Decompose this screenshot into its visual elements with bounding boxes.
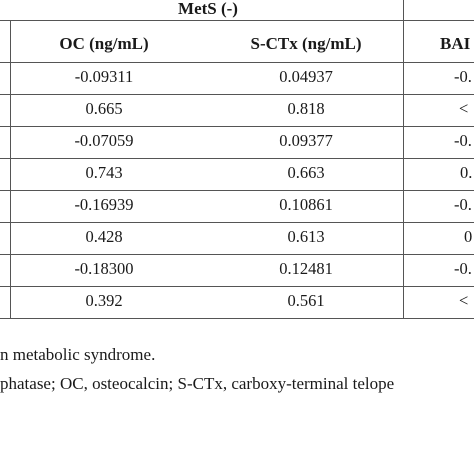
table-cell: 0.818	[287, 99, 325, 118]
column-header-oc: OC (ng/mL)	[59, 34, 149, 53]
column-header-sctx: S-CTx (ng/mL)	[250, 34, 362, 53]
table-cell: 0.392	[85, 291, 123, 310]
row-divider	[0, 254, 474, 255]
table-cell: -0.16939	[74, 195, 134, 214]
table-cell: 0.665	[85, 99, 123, 118]
table-cell: 0.12481	[279, 259, 333, 278]
table-cell: 0.10861	[279, 195, 333, 214]
table-cell: -0.	[454, 67, 472, 86]
row-divider	[0, 158, 474, 159]
row-divider	[0, 190, 474, 191]
table-cell: 0	[464, 227, 473, 246]
table-cell: 0.743	[85, 163, 123, 182]
table-bottom-rule	[0, 318, 474, 319]
table-cell: -0.18300	[74, 259, 134, 278]
table-cell: -0.	[454, 195, 472, 214]
column-header-bap: BAI	[440, 34, 471, 53]
table-cell: 0.428	[85, 227, 123, 246]
rule-under-group-header	[0, 20, 474, 21]
table-cell: 0.663	[287, 163, 325, 182]
rule-under-column-headers	[0, 62, 474, 63]
table-cell: 0.09377	[279, 131, 333, 150]
table-cell: -0.07059	[74, 131, 134, 150]
table-cell: 0.561	[287, 291, 325, 310]
row-divider	[0, 126, 474, 127]
column-divider	[403, 0, 404, 319]
table-cell: 0.04937	[279, 67, 333, 86]
column-divider	[10, 20, 11, 319]
table-cell: <	[459, 291, 469, 310]
group-header: MetS (-)	[178, 0, 238, 18]
row-divider	[0, 94, 474, 95]
footnote: phatase; OC, osteocalcin; S-CTx, carboxy…	[0, 374, 395, 393]
row-divider	[0, 222, 474, 223]
table-cell: -0.09311	[74, 67, 134, 86]
row-divider	[0, 286, 474, 287]
footnote: n metabolic syndrome.	[0, 345, 156, 364]
table-cell: 0.613	[287, 227, 325, 246]
table-cell: 0.	[460, 163, 473, 182]
table-cell: <	[459, 99, 469, 118]
table-cell: -0.	[454, 259, 472, 278]
table-cell: -0.	[454, 131, 472, 150]
